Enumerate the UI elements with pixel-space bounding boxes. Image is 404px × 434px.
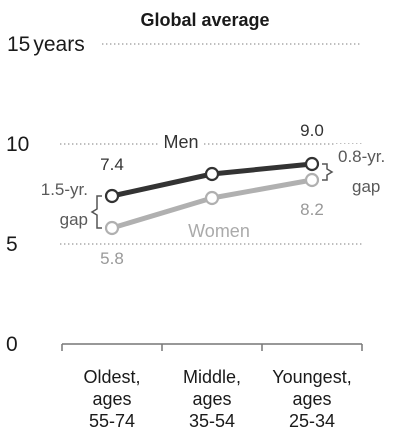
y-tick-label: 0 <box>6 333 18 356</box>
data-label: 7.4 <box>100 155 124 174</box>
data-point <box>304 156 320 172</box>
gap-label-right: gap <box>352 177 380 196</box>
gap-label-left: 1.5-yr. <box>41 180 88 199</box>
annotations: 1.5-yr. gap 0.8-yr. gap <box>41 144 396 229</box>
x-axis: Oldest, ages 55-74 Middle, ages 35-54 Youngest… <box>61 343 363 431</box>
data-points <box>104 156 320 236</box>
gap-bracket-left <box>90 195 102 229</box>
data-label: 5.8 <box>100 249 124 268</box>
data-point <box>104 220 120 236</box>
series-name-men: Men <box>163 132 198 152</box>
y-unit-label: years <box>33 33 84 56</box>
data-point <box>104 188 120 204</box>
data-point <box>304 172 320 188</box>
y-tick-label: 5 <box>6 233 18 256</box>
gap-bracket-right <box>322 163 334 181</box>
label-background <box>178 221 260 241</box>
label-background <box>334 144 396 200</box>
label-background <box>158 131 204 151</box>
x-category-label: Middle, ages 35-54 <box>183 367 241 431</box>
data-label: 8.2 <box>300 200 324 219</box>
gap-label-left: gap <box>60 210 88 229</box>
chart-title: Global average <box>140 10 269 30</box>
y-tick-label: 15 years <box>7 33 85 56</box>
data-point <box>204 166 220 182</box>
y-axis: 0 5 10 15 years <box>6 33 85 356</box>
x-category-label: Youngest, ages 25-34 <box>272 367 351 431</box>
gap-label-right: 0.8-yr. <box>338 147 385 166</box>
data-labels: 7.4 9.0 5.8 8.2 Men Women <box>100 121 324 268</box>
series-name-women: Women <box>188 221 250 241</box>
data-point <box>204 190 220 206</box>
y-tick-label: 10 <box>6 133 29 156</box>
data-label: 9.0 <box>300 121 324 140</box>
x-category-label: Oldest, ages 55-74 <box>83 367 140 431</box>
gridlines <box>60 43 362 245</box>
